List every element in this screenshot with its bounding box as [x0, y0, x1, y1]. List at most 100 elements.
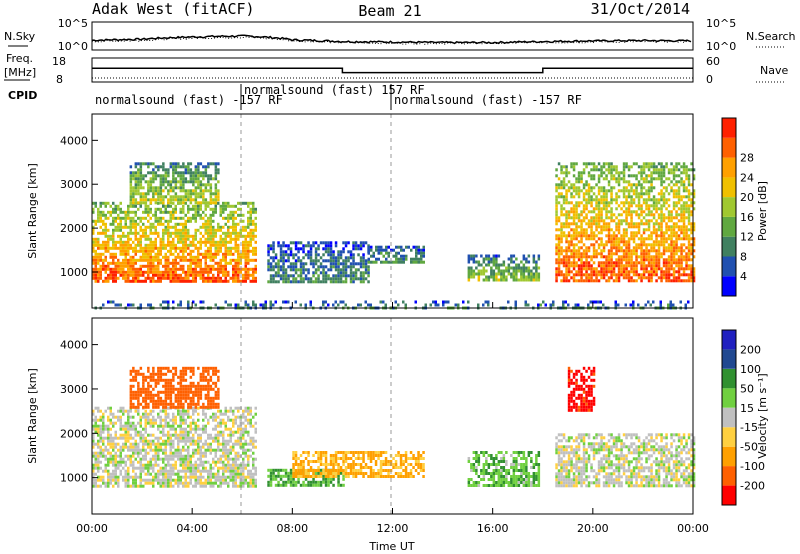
heatmap-cell — [617, 183, 621, 187]
heatmap-cell — [562, 264, 566, 268]
heatmap-cell — [565, 267, 568, 271]
heatmap-cell — [212, 225, 215, 229]
heatmap-cell — [314, 271, 318, 275]
heatmap-cell — [385, 257, 388, 261]
heatmap-cell — [109, 237, 112, 241]
heatmap-cell — [134, 439, 137, 443]
heatmap-cell — [680, 219, 683, 223]
heatmap-cell — [665, 201, 668, 205]
heatmap-cell — [564, 300, 567, 304]
heatmap-cell — [495, 275, 498, 279]
heatmap-cell — [189, 261, 192, 265]
heatmap-cell — [307, 256, 310, 260]
heatmap-cell — [570, 183, 573, 187]
heatmap-cell — [219, 240, 222, 244]
heatmap-cell — [580, 264, 583, 268]
heatmap-cell — [184, 484, 187, 488]
heatmap-cell — [670, 210, 673, 214]
heatmap-cell — [352, 262, 355, 266]
heatmap-cell — [182, 469, 185, 473]
heatmap-cell — [147, 478, 150, 482]
heatmap-cell — [635, 270, 638, 274]
heatmap-cell — [342, 280, 345, 284]
heatmap-cell — [199, 276, 202, 280]
heatmap-cell — [142, 201, 145, 205]
heatmap-cell — [154, 192, 158, 196]
heatmap-cell — [139, 225, 142, 229]
heatmap-cell — [197, 174, 200, 178]
heatmap-cell — [232, 213, 235, 217]
heatmap-cell — [169, 472, 172, 476]
heatmap-cell — [567, 273, 571, 277]
heatmap-cell — [635, 213, 638, 217]
heatmap-cell — [282, 277, 285, 281]
heatmap-cell — [102, 231, 105, 235]
heatmap-cell — [207, 201, 210, 205]
heatmap-cell — [202, 475, 205, 479]
heatmap-cell — [134, 457, 137, 461]
heatmap-cell — [572, 276, 576, 280]
heatmap-cell — [565, 201, 568, 205]
heatmap-cell — [182, 252, 185, 256]
heatmap-cell — [219, 478, 222, 482]
heatmap-cell — [625, 162, 628, 166]
heatmap-cell — [294, 280, 298, 284]
heatmap-cell — [157, 412, 160, 416]
heatmap-cell — [537, 275, 541, 279]
heatmap-cell — [362, 280, 365, 284]
heatmap-cell — [189, 481, 192, 485]
heatmap-cell — [687, 207, 691, 211]
heatmap-cell — [109, 436, 112, 440]
heatmap-cell — [117, 213, 120, 217]
heatmap-cell — [357, 244, 360, 248]
heatmap-cell — [129, 204, 132, 208]
heatmap-cell — [174, 204, 177, 208]
heatmap-cell — [562, 180, 566, 184]
heatmap-cell — [672, 225, 676, 229]
heatmap-cell — [562, 195, 566, 199]
heatmap-cell — [587, 210, 591, 214]
heatmap-cell — [147, 439, 150, 443]
heatmap-cell — [94, 457, 97, 461]
heatmap-cell — [685, 216, 688, 220]
heatmap-cell — [640, 258, 643, 262]
heatmap-cell — [192, 472, 195, 476]
heatmap-cell — [684, 303, 687, 307]
heatmap-cell — [279, 253, 283, 257]
heatmap-cell — [337, 268, 340, 272]
heatmap-cell — [287, 247, 290, 251]
heatmap-cell — [157, 168, 160, 172]
heatmap-cell — [224, 258, 227, 262]
heatmap-cell — [119, 267, 122, 271]
heatmap-cell — [247, 243, 250, 247]
heatmap-cell — [565, 219, 568, 223]
heatmap-cell — [647, 195, 651, 199]
heatmap-cell — [675, 201, 678, 205]
heatmap-cell — [597, 264, 601, 268]
heatmap-cell — [212, 460, 215, 464]
heatmap-cell — [279, 256, 283, 260]
heatmap-cell — [690, 249, 693, 253]
heatmap-cell — [134, 409, 137, 413]
heatmap-cell — [192, 243, 195, 247]
heatmap-cell — [647, 234, 651, 238]
heatmap-cell — [580, 261, 583, 265]
heatmap-cell — [119, 240, 122, 244]
heatmap-cell — [207, 240, 210, 244]
heatmap-cell — [147, 237, 150, 241]
heatmap-cell — [104, 445, 107, 449]
heatmap-cell — [154, 210, 157, 214]
heatmap-cell — [610, 273, 613, 277]
heatmap-cell — [620, 219, 623, 223]
heatmap-cell — [627, 180, 631, 184]
heatmap-cell — [209, 201, 213, 205]
heatmap-cell — [137, 231, 140, 235]
heatmap-cell — [577, 186, 581, 190]
heatmap-cell — [304, 303, 307, 307]
heatmap-cell — [114, 475, 117, 479]
heatmap-cell — [522, 272, 526, 276]
heatmap-cell — [127, 207, 130, 211]
heatmap-cell — [600, 210, 603, 214]
